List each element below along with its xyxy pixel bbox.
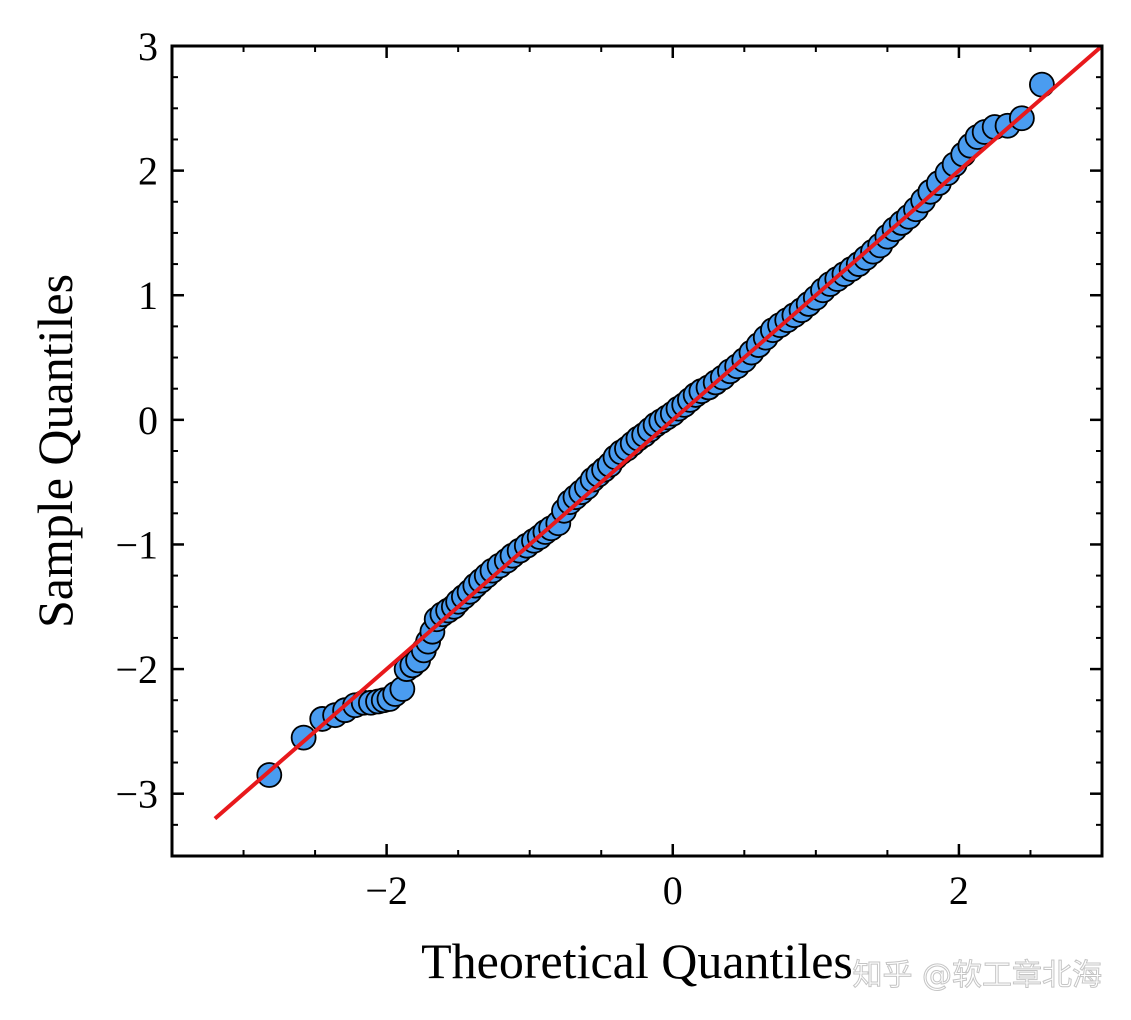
y-tick-label: 3 [138,24,158,69]
tick-labels-layer: −2 0 2 −3 −2 −1 0 1 2 3 [115,24,968,913]
data-point [290,724,317,751]
y-tick-label: 0 [138,398,158,443]
x-tick-label: −2 [365,868,408,913]
y-axis-title: Sample Quantiles [27,274,83,628]
y-tick-label: 1 [138,273,158,318]
reference-line [213,44,1104,821]
data-point [256,762,283,788]
ticks-layer [171,44,1103,857]
y-tick-label: −2 [115,647,158,692]
x-tick-label: 2 [949,868,969,913]
y-tick-label: −1 [115,522,158,567]
y-tick-label: −3 [115,772,158,817]
x-axis-title: Theoretical Quantiles [421,933,853,989]
x-tick-label: 0 [663,868,683,913]
reference-line-layer [213,44,1104,821]
y-tick-label: 2 [138,149,158,194]
watermark-text: 知乎 @软工章北海 [852,958,1102,993]
